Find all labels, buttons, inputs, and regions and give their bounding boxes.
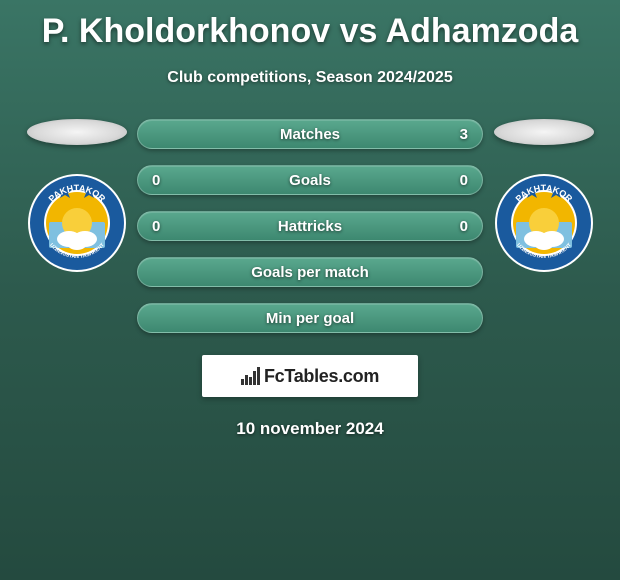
stat-right-value: 0: [460, 172, 468, 189]
stat-pill: Matches 3: [137, 119, 483, 149]
bar-chart-icon: [241, 367, 260, 385]
stat-label: Goals per match: [251, 264, 369, 281]
comparison-subtitle: Club competitions, Season 2024/2025: [0, 69, 620, 87]
player-left-side: PAKHTAKOR UZBEKISTAN TASHKENT: [24, 119, 129, 273]
player-right-side: PAKHTAKOR UZBEKISTAN TASHKENT: [491, 119, 596, 273]
stat-right-value: 0: [460, 218, 468, 235]
stat-pill: 0 Goals 0: [137, 165, 483, 195]
stats-pills-list: Matches 3 0 Goals 0 0 Hattricks 0 Goals …: [137, 119, 483, 333]
avatar-placeholder-left: [27, 119, 127, 145]
brand-text: FcTables.com: [264, 366, 379, 387]
stat-label: Goals: [289, 172, 331, 189]
avatar-placeholder-right: [494, 119, 594, 145]
stat-left-value: 0: [152, 172, 160, 189]
stat-pill: Goals per match: [137, 257, 483, 287]
stats-container: PAKHTAKOR UZBEKISTAN TASHKENT Matches 3 …: [0, 119, 620, 333]
stat-label: Min per goal: [266, 310, 354, 327]
comparison-title: P. Kholdorkhonov vs Adhamzoda: [0, 0, 620, 51]
stat-right-value: 3: [460, 126, 468, 143]
stat-pill: 0 Hattricks 0: [137, 211, 483, 241]
stat-label: Matches: [280, 126, 340, 143]
date-text: 10 november 2024: [0, 419, 620, 439]
club-badge-right: PAKHTAKOR UZBEKISTAN TASHKENT: [494, 173, 594, 273]
club-badge-left: PAKHTAKOR UZBEKISTAN TASHKENT: [27, 173, 127, 273]
stat-left-value: 0: [152, 218, 160, 235]
stat-pill: Min per goal: [137, 303, 483, 333]
stat-label: Hattricks: [278, 218, 342, 235]
brand-box: FcTables.com: [202, 355, 418, 397]
